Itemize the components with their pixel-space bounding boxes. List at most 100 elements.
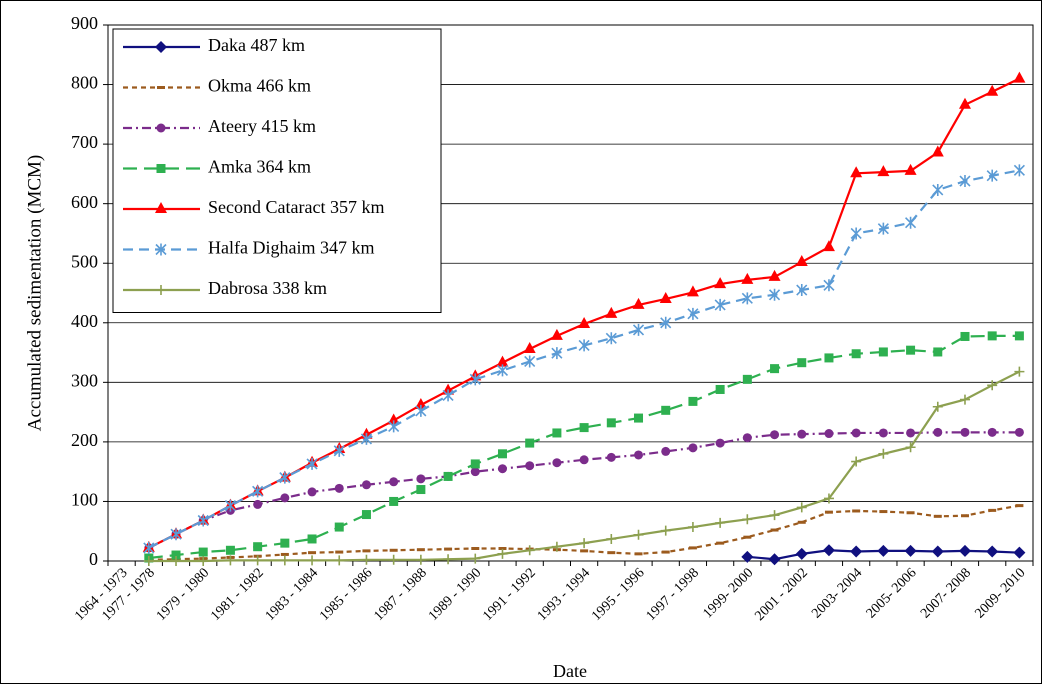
marker <box>742 374 752 384</box>
marker <box>796 502 807 513</box>
marker <box>415 404 427 417</box>
marker <box>715 438 725 448</box>
marker <box>932 183 944 196</box>
marker <box>443 554 454 565</box>
y-axis-label: Accumulated sedimentation (MCM) <box>24 155 45 432</box>
marker <box>550 328 563 340</box>
marker <box>606 533 617 544</box>
marker <box>688 443 698 453</box>
marker <box>442 389 454 402</box>
marker <box>469 373 481 386</box>
marker <box>197 514 209 527</box>
marker <box>279 555 290 566</box>
marker <box>280 493 290 503</box>
marker <box>225 555 236 566</box>
marker <box>906 345 916 355</box>
marker <box>606 452 616 462</box>
marker <box>170 528 182 541</box>
marker <box>878 448 889 459</box>
marker <box>280 538 290 548</box>
marker <box>143 556 154 566</box>
marker <box>714 277 727 289</box>
marker <box>850 545 863 558</box>
marker <box>496 364 509 377</box>
marker <box>742 433 752 443</box>
marker <box>414 397 427 409</box>
marker <box>905 442 916 453</box>
legend-marker <box>155 243 167 256</box>
marker <box>770 430 780 440</box>
legend-marker <box>156 123 166 133</box>
marker <box>687 307 699 320</box>
y-tick-label: 700 <box>71 132 98 152</box>
marker <box>795 547 808 560</box>
marker <box>824 353 834 363</box>
marker <box>225 545 235 555</box>
marker <box>714 298 726 311</box>
marker <box>824 429 834 439</box>
y-tick-label: 100 <box>71 490 98 510</box>
marker <box>660 316 672 329</box>
marker <box>931 145 944 157</box>
marker <box>851 349 861 359</box>
marker <box>823 493 834 504</box>
marker <box>741 272 754 284</box>
marker <box>851 456 862 467</box>
legend-label: Okma 466 km <box>208 76 311 96</box>
marker <box>850 227 862 240</box>
marker <box>360 432 373 445</box>
marker <box>361 480 371 490</box>
marker <box>878 428 888 438</box>
marker <box>224 499 236 512</box>
marker <box>741 550 754 563</box>
y-tick-label: 600 <box>71 192 98 212</box>
series-line <box>148 334 1020 560</box>
marker <box>906 428 916 438</box>
legend-label: Halfa Dighaim 347 km <box>208 238 374 258</box>
marker <box>851 428 861 438</box>
marker <box>523 341 536 353</box>
marker <box>253 499 263 509</box>
marker <box>986 169 998 182</box>
marker <box>389 477 399 487</box>
series-line <box>148 431 1020 549</box>
marker <box>334 555 345 566</box>
marker <box>878 347 888 357</box>
marker <box>633 529 644 540</box>
marker <box>306 457 318 470</box>
legend-box <box>112 28 442 313</box>
marker <box>252 555 263 566</box>
marker <box>387 413 400 425</box>
marker <box>551 347 563 360</box>
marker <box>688 396 698 406</box>
marker <box>822 544 835 557</box>
marker <box>933 347 943 357</box>
marker <box>525 461 535 471</box>
marker <box>795 255 808 267</box>
marker <box>904 163 917 175</box>
marker <box>634 450 644 460</box>
legend-marker <box>156 285 166 295</box>
marker <box>552 458 562 468</box>
marker <box>797 429 807 439</box>
legend-label: Daka 487 km <box>208 35 305 55</box>
marker <box>497 464 507 474</box>
marker <box>605 306 618 318</box>
marker <box>660 525 671 536</box>
legend-marker <box>156 164 166 173</box>
marker <box>661 446 671 456</box>
marker <box>143 541 155 554</box>
y-tick-label: 400 <box>71 311 98 331</box>
marker <box>361 554 372 565</box>
marker <box>496 355 509 367</box>
marker <box>905 216 917 229</box>
y-tick-label: 800 <box>71 73 98 93</box>
marker <box>551 541 562 552</box>
marker <box>252 485 264 498</box>
marker <box>605 332 617 345</box>
marker <box>1014 366 1025 377</box>
marker <box>388 554 399 565</box>
marker <box>579 538 590 549</box>
marker <box>823 279 835 292</box>
legend-marker <box>155 202 167 213</box>
